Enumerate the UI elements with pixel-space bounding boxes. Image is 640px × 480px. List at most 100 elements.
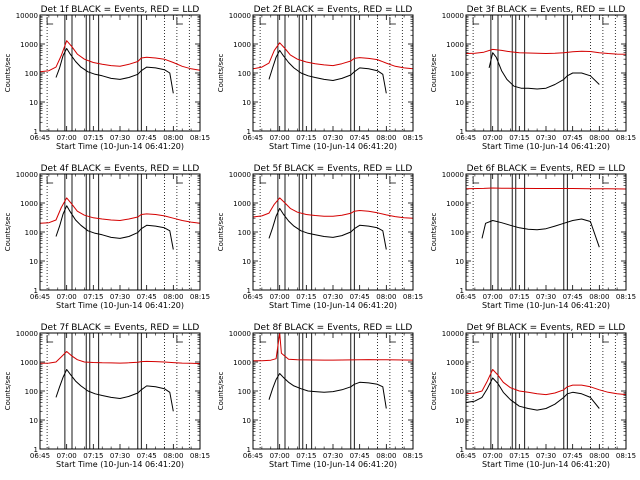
x-tick-label: 06:45 <box>456 452 476 460</box>
x-tick-label: 07:30 <box>110 452 130 460</box>
y-tick-label: 1000 <box>446 359 464 367</box>
panel-2: Det 2f BLACK = Events, RED = LLD Counts/s… <box>217 5 423 151</box>
y-axis-label: Counts/sec <box>430 372 438 411</box>
y-tick-label: 1000 <box>446 200 464 208</box>
interval-bracket <box>389 335 396 343</box>
panel-title: Det 8f BLACK = Events, RED = LLD <box>254 323 413 333</box>
x-axis-label: Start Time (10-Jun-14 06:41:20) <box>482 460 610 469</box>
interval-bracket <box>176 17 183 25</box>
series-line-lld <box>252 197 414 219</box>
y-tick-label: 10000 <box>16 330 38 338</box>
x-tick-label: 07:45 <box>350 293 370 301</box>
interval-bracket <box>176 335 183 343</box>
y-tick-label: 1000 <box>446 41 464 49</box>
panel-title: Det 9f BLACK = Events, RED = LLD <box>467 323 626 333</box>
y-axis-label: Counts/sec <box>430 54 438 93</box>
y-tick-label: 100 <box>451 229 464 237</box>
plot-frame <box>39 173 201 291</box>
x-tick-label: 07:15 <box>83 452 103 460</box>
y-axis-label: Counts/sec <box>217 213 225 252</box>
x-tick-label: 06:45 <box>30 293 50 301</box>
x-tick-label: 08:15 <box>616 452 636 460</box>
y-tick-label: 10000 <box>229 330 251 338</box>
plot-frame <box>252 173 414 291</box>
x-axis-label: Start Time (10-Jun-14 06:41:20) <box>269 142 397 151</box>
x-tick-label: 06:45 <box>30 452 50 460</box>
y-tick-label: 1000 <box>20 41 38 49</box>
x-tick-label: 07:00 <box>57 293 77 301</box>
x-tick-label: 07:15 <box>296 452 316 460</box>
y-tick-label: 10000 <box>16 171 38 179</box>
y-tick-label: 10000 <box>442 12 464 20</box>
y-tick-label: 1000 <box>233 41 251 49</box>
series-line-events <box>55 205 174 250</box>
y-axis-label: Counts/sec <box>4 54 12 93</box>
x-tick-label: 07:45 <box>137 452 157 460</box>
y-tick-label: 100 <box>25 388 38 396</box>
x-axis-label: Start Time (10-Jun-14 06:41:20) <box>482 301 610 310</box>
y-tick-label: 100 <box>451 70 464 78</box>
x-tick-label: 07:00 <box>57 452 77 460</box>
x-tick-label: 08:15 <box>403 134 423 142</box>
y-tick-label: 10000 <box>229 171 251 179</box>
y-tick-label: 10000 <box>442 171 464 179</box>
x-tick-label: 08:15 <box>403 293 423 301</box>
y-tick-label: 1 <box>247 446 251 454</box>
series-line-events <box>55 48 174 94</box>
interval-bracket <box>472 176 480 184</box>
x-tick-label: 08:00 <box>376 134 396 142</box>
plot-frame <box>39 14 201 132</box>
y-tick-label: 10 <box>455 258 464 266</box>
x-tick-label: 06:45 <box>456 293 476 301</box>
x-tick-label: 08:15 <box>403 452 423 460</box>
interval-bracket <box>259 17 267 25</box>
y-tick-label: 10 <box>242 258 251 266</box>
panel-9: Det 9f BLACK = Events, RED = LLD Counts/s… <box>430 323 636 469</box>
plot-frame <box>39 332 201 450</box>
interval-bracket <box>389 176 396 184</box>
interval-bracket <box>472 17 480 25</box>
x-tick-label: 07:00 <box>57 134 77 142</box>
y-tick-label: 100 <box>25 70 38 78</box>
x-tick-label: 07:45 <box>350 134 370 142</box>
x-tick-label: 07:00 <box>483 452 503 460</box>
panel-3: Det 3f BLACK = Events, RED = LLD Counts/s… <box>430 5 636 151</box>
y-tick-label: 10 <box>242 417 251 425</box>
x-tick-label: 07:15 <box>296 134 316 142</box>
y-tick-label: 10 <box>29 417 38 425</box>
plot-frame <box>465 332 627 450</box>
x-tick-label: 07:30 <box>323 452 343 460</box>
x-tick-label: 07:45 <box>563 134 583 142</box>
panel-title: Det 2f BLACK = Events, RED = LLD <box>254 5 413 15</box>
interval-bracket <box>46 17 54 25</box>
series-line-events <box>488 52 600 90</box>
plot-frame <box>465 173 627 291</box>
x-tick-label: 07:15 <box>509 293 529 301</box>
x-axis-label: Start Time (10-Jun-14 06:41:20) <box>56 301 184 310</box>
x-tick-label: 07:00 <box>270 293 290 301</box>
interval-bracket <box>259 335 267 343</box>
y-tick-label: 1 <box>460 287 464 295</box>
x-tick-label: 07:30 <box>536 134 556 142</box>
plot-frame <box>465 14 627 132</box>
x-tick-label: 06:45 <box>30 134 50 142</box>
series-line-lld <box>465 48 627 55</box>
x-tick-label: 06:45 <box>243 452 263 460</box>
x-tick-label: 08:15 <box>190 452 210 460</box>
x-tick-label: 07:45 <box>137 293 157 301</box>
series-line-lld <box>39 197 201 224</box>
interval-bracket <box>46 176 54 184</box>
y-axis-label: Counts/sec <box>217 54 225 93</box>
plot-frame <box>252 14 414 132</box>
y-tick-label: 1000 <box>233 359 251 367</box>
x-tick-label: 06:45 <box>456 134 476 142</box>
panel-title: Det 6f BLACK = Events, RED = LLD <box>467 164 626 174</box>
x-tick-label: 07:45 <box>563 452 583 460</box>
interval-bracket <box>389 17 396 25</box>
x-tick-label: 07:45 <box>137 134 157 142</box>
y-tick-label: 1 <box>460 446 464 454</box>
interval-bracket <box>472 335 480 343</box>
y-tick-label: 100 <box>238 388 251 396</box>
interval-bracket <box>259 176 267 184</box>
x-tick-label: 07:00 <box>270 134 290 142</box>
